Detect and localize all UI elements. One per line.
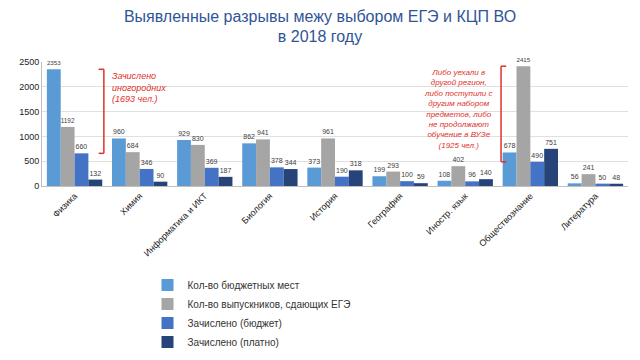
svg-text:География: География: [366, 191, 405, 230]
svg-text:48: 48: [612, 174, 620, 181]
svg-text:378: 378: [271, 157, 283, 164]
svg-text:56: 56: [571, 173, 579, 180]
svg-text:50: 50: [598, 174, 606, 181]
svg-text:100: 100: [401, 171, 413, 178]
svg-text:199: 199: [373, 166, 385, 173]
svg-text:Либо уехали вдругой регион,либ: Либо уехали вдругой регион,либо поступил…: [424, 68, 493, 150]
svg-text:2415: 2415: [517, 56, 531, 63]
svg-text:684: 684: [127, 142, 139, 149]
svg-text:Выявленные разрывы межу выборо: Выявленные разрывы межу выбором ЕГЭ и КЦ…: [124, 8, 516, 46]
svg-text:862: 862: [243, 133, 255, 140]
svg-text:941: 941: [257, 129, 269, 136]
svg-text:660: 660: [76, 143, 88, 150]
svg-text:Зачисленоиногородних(1693 чел.: Зачисленоиногородних(1693 чел.): [112, 71, 166, 104]
svg-text:2000: 2000: [19, 82, 39, 92]
svg-text:Зачислено (платно): Зачислено (платно): [188, 337, 279, 348]
svg-text:Кол-во бюджетных мест: Кол-во бюджетных мест: [188, 280, 300, 291]
svg-text:Обществознание: Обществознание: [477, 191, 535, 249]
svg-text:Биология: Биология: [240, 191, 275, 226]
svg-text:Физика: Физика: [51, 191, 79, 219]
svg-text:961: 961: [322, 128, 334, 135]
svg-text:Зачислено (бюджет): Зачислено (бюджет): [188, 318, 282, 329]
svg-text:373: 373: [308, 158, 320, 165]
svg-text:318: 318: [350, 160, 362, 167]
svg-text:402: 402: [452, 156, 464, 163]
svg-text:293: 293: [387, 162, 399, 169]
svg-text:2500: 2500: [19, 57, 39, 67]
svg-text:1000: 1000: [19, 132, 39, 142]
svg-text:187: 187: [220, 167, 232, 174]
svg-text:96: 96: [468, 171, 476, 178]
svg-text:960: 960: [113, 128, 125, 135]
svg-text:490: 490: [531, 152, 543, 159]
svg-text:140: 140: [480, 169, 492, 176]
svg-text:369: 369: [206, 158, 218, 165]
svg-text:0: 0: [34, 181, 39, 191]
svg-text:108: 108: [439, 171, 451, 178]
svg-text:Кол-во выпускников, сдающих ЕГ: Кол-во выпускников, сдающих ЕГЭ: [188, 299, 351, 310]
svg-text:Иностр. язык: Иностр. язык: [424, 191, 470, 237]
svg-text:История: История: [308, 191, 340, 223]
svg-text:830: 830: [192, 135, 204, 142]
svg-text:Химия: Химия: [118, 191, 144, 217]
svg-text:Информатика и ИКТ: Информатика и ИКТ: [142, 191, 210, 259]
svg-text:751: 751: [545, 139, 557, 146]
svg-text:678: 678: [504, 142, 516, 149]
svg-text:90: 90: [156, 172, 164, 179]
svg-text:500: 500: [24, 156, 39, 166]
svg-text:190: 190: [336, 167, 348, 174]
svg-text:Литература: Литература: [559, 191, 600, 232]
svg-text:1500: 1500: [19, 107, 39, 117]
svg-text:2353: 2353: [47, 59, 61, 66]
svg-text:59: 59: [417, 173, 425, 180]
svg-text:132: 132: [89, 170, 101, 177]
svg-text:1192: 1192: [61, 117, 75, 124]
svg-text:346: 346: [141, 159, 153, 166]
svg-text:929: 929: [178, 130, 190, 137]
svg-text:241: 241: [583, 164, 595, 171]
svg-text:344: 344: [285, 159, 297, 166]
